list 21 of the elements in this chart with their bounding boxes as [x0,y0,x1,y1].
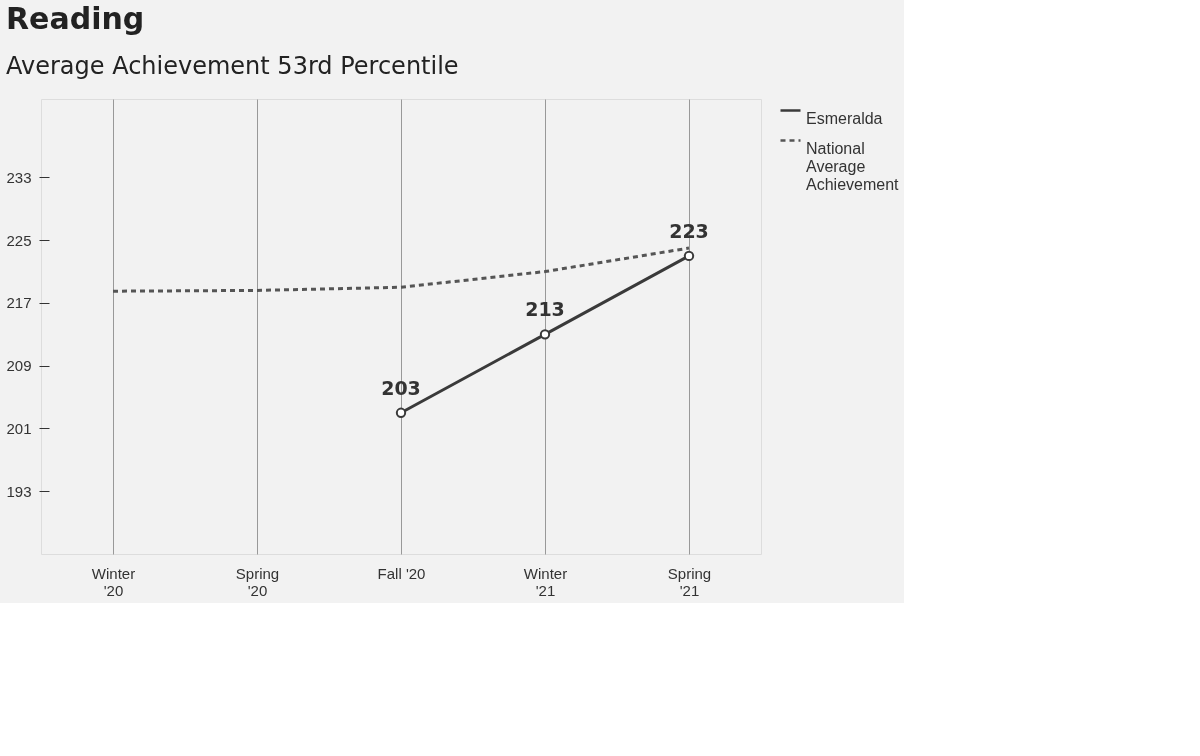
y-tick-label: 225 [6,231,32,249]
x-tick-label: Spring '21 [667,564,712,599]
data-label: 203 [381,376,421,399]
x-tick-label: Spring '20 [235,564,280,599]
data-label: 213 [525,298,565,321]
point [539,329,551,340]
y-tick-label: 209 [6,357,32,375]
y-tick-label: 233 [6,168,32,186]
point [683,250,695,262]
y-tick-label: 201 [6,419,32,437]
data-label: 223 [669,219,709,242]
y-tick-label: 193 [6,482,32,500]
x-tick-label: Winter '21 [523,564,568,599]
x-tick-label: Fall '20 [377,564,426,582]
y-tick-label: 217 [6,294,32,312]
point [395,407,407,418]
chart-title: Reading [5,1,145,36]
legend-label: Esmeralda [806,109,883,127]
legend-label: National Average Achievement [806,139,900,193]
chart-subtitle: Average Achievement 53rd Percentile [5,52,459,80]
x-tick-label: Winter '20 [91,564,136,599]
